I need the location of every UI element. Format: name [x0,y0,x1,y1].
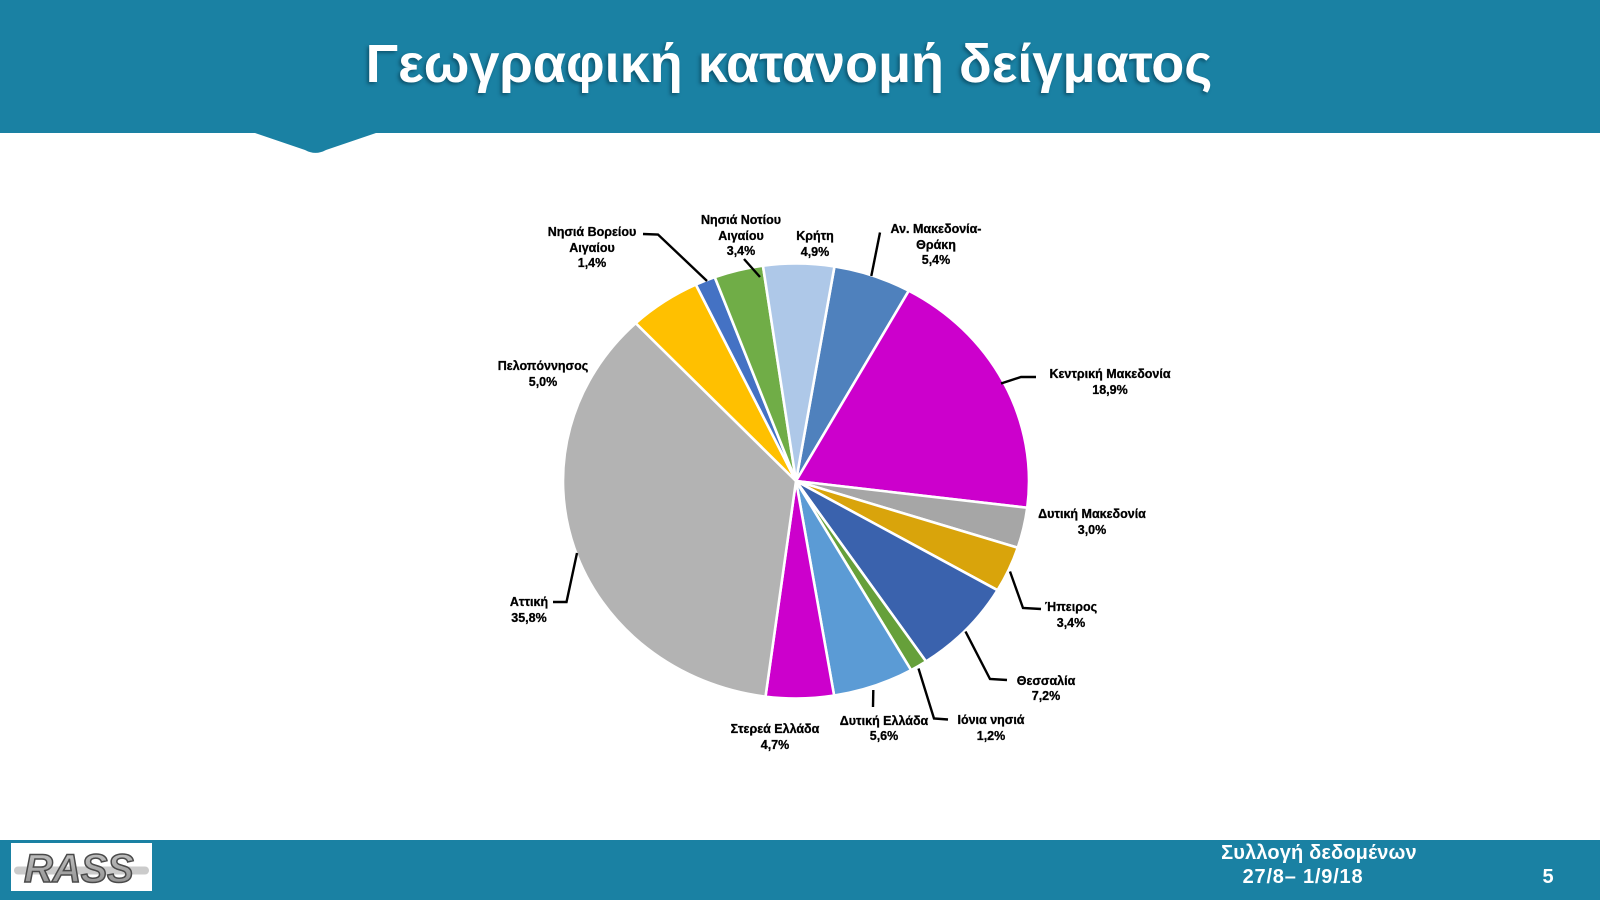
svg-text:RASS: RASS [24,847,134,891]
